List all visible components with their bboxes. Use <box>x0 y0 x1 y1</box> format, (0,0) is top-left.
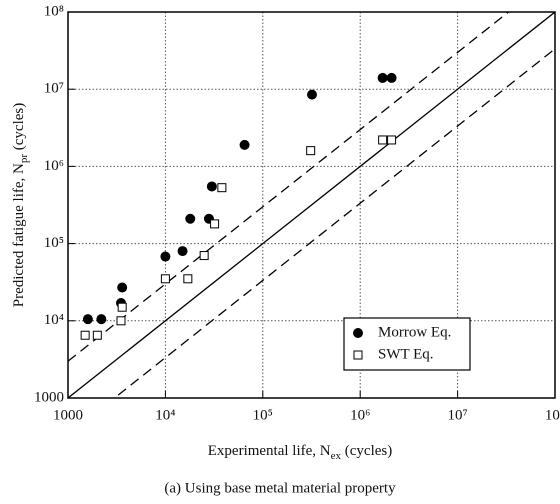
point <box>239 139 250 150</box>
point <box>160 251 171 262</box>
caption: (a) Using base metal material property <box>164 480 396 496</box>
point <box>183 274 193 284</box>
y-tick-label: 1000 <box>34 389 64 405</box>
y-tick-label: 10⁶ <box>44 158 64 174</box>
x-tick-label: 10⁷ <box>447 407 467 423</box>
point <box>210 219 220 229</box>
point <box>117 302 127 312</box>
x-label-main: Experimental life, N <box>208 443 331 459</box>
x-tick-label: 10⁶ <box>350 407 370 423</box>
point <box>116 316 126 326</box>
point <box>387 135 397 145</box>
legend-marker <box>353 350 363 360</box>
band-lower <box>113 48 555 398</box>
legend-label: Morrow Eq. <box>378 324 451 340</box>
point <box>206 181 217 192</box>
y-tick-label: 10⁷ <box>44 81 64 97</box>
plot-frame <box>67 11 556 399</box>
x-tick-label: 10⁵ <box>253 407 273 423</box>
y-tick-label: 10⁴ <box>44 312 64 328</box>
point <box>307 89 318 100</box>
band-upper <box>68 12 510 362</box>
y-label-unit: (cycles) <box>11 103 27 154</box>
x-axis-label: Experimental life, Nex (cycles) <box>208 443 392 461</box>
point <box>117 282 128 293</box>
legend-box <box>343 317 471 371</box>
point <box>80 330 90 340</box>
x-tick-label: 10⁴ <box>155 407 175 423</box>
y-label-sub: pr <box>18 154 30 164</box>
y-tick-label: 10⁵ <box>44 235 64 251</box>
point <box>160 274 170 284</box>
point <box>96 314 107 325</box>
x-tick-label: 10⁸ <box>545 407 560 423</box>
legend-label: SWT Eq. <box>378 346 434 362</box>
y-tick-label: 10⁸ <box>44 3 64 19</box>
point <box>177 246 188 257</box>
y-label-main: Predicted fatigue life, N <box>11 163 27 307</box>
point <box>377 72 388 83</box>
point <box>217 183 227 193</box>
point <box>306 146 316 156</box>
x-label-unit: (cycles) <box>341 443 392 459</box>
ref-line <box>68 12 555 398</box>
point <box>199 251 209 261</box>
y-axis-label: Predicted fatigue life, Npr (cycles) <box>11 103 29 308</box>
point <box>82 314 93 325</box>
point <box>386 72 397 83</box>
point <box>378 135 388 145</box>
point <box>185 213 196 224</box>
legend-marker <box>353 328 363 338</box>
x-tick-label: 1000 <box>53 407 83 423</box>
x-label-sub: ex <box>331 450 342 462</box>
point <box>92 330 102 340</box>
